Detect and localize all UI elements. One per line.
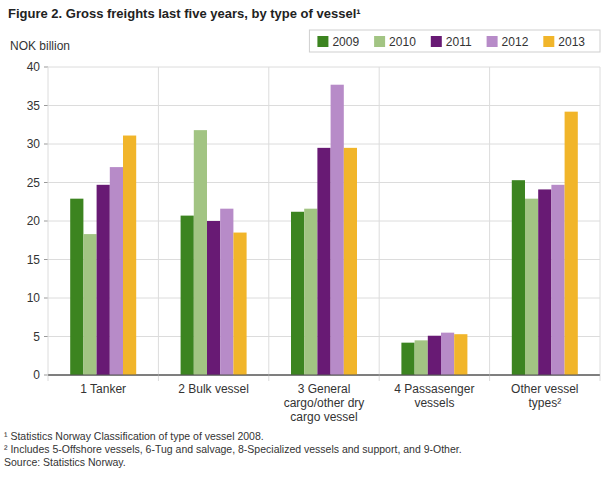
- bar: [428, 336, 441, 375]
- tick: [44, 336, 48, 337]
- bar: [123, 136, 136, 375]
- tick: [44, 144, 48, 145]
- category-label: 4 Passasengervessels: [394, 382, 474, 410]
- legend-swatch: [317, 36, 328, 47]
- tick: [44, 298, 48, 299]
- tick: [44, 375, 48, 376]
- grid-line: [48, 67, 600, 68]
- bar: [551, 185, 564, 375]
- bar: [415, 340, 428, 375]
- grid-line: [48, 105, 600, 106]
- separator: [600, 67, 601, 381]
- legend-label: 2009: [332, 35, 359, 49]
- tick-label: 30: [27, 137, 41, 151]
- bar: [538, 189, 551, 375]
- bar: [194, 130, 207, 375]
- legend-swatch: [431, 36, 442, 47]
- category-label: 2 Bulk vessel: [178, 382, 249, 396]
- bars: [70, 85, 578, 375]
- bar: [525, 199, 538, 375]
- tick-label: 20: [27, 214, 41, 228]
- legend-label: 2010: [389, 35, 416, 49]
- category-label: Other vesseltypes²: [511, 382, 578, 410]
- x-axis: [48, 375, 600, 376]
- separator: [489, 67, 490, 381]
- chart: Figure 2. Gross freights last five years…: [0, 0, 609, 488]
- bar: [291, 212, 304, 375]
- separator: [158, 67, 159, 381]
- tick: [44, 182, 48, 183]
- bar: [220, 209, 233, 375]
- legend-label: 2013: [558, 35, 585, 49]
- y-label: NOK billion: [10, 39, 70, 53]
- bar: [454, 334, 467, 375]
- tick: [44, 259, 48, 260]
- tick-label: 35: [27, 99, 41, 113]
- legend-swatch: [487, 36, 498, 47]
- category-label: 1 Tanker: [80, 382, 126, 396]
- tick-label: 0: [33, 368, 40, 382]
- bar: [565, 112, 578, 375]
- tick-label: 40: [27, 60, 41, 74]
- tick: [44, 105, 48, 106]
- bar: [512, 180, 525, 375]
- bar: [401, 343, 414, 375]
- tick-label: 5: [33, 330, 40, 344]
- bar: [83, 234, 96, 375]
- bar: [304, 209, 317, 375]
- tick-label: 10: [27, 291, 41, 305]
- bar: [233, 233, 246, 375]
- bar: [317, 148, 330, 375]
- separator: [48, 67, 49, 381]
- category-label: 3 Generalcargo/other drycargo vessel: [284, 382, 365, 424]
- legend-swatch: [374, 36, 385, 47]
- bar: [344, 148, 357, 375]
- legend-label: 2011: [446, 35, 472, 49]
- separator: [268, 67, 269, 381]
- grid-line: [48, 375, 600, 376]
- title: Figure 2. Gross freights last five years…: [8, 6, 361, 21]
- tick: [44, 221, 48, 222]
- bar: [331, 85, 344, 375]
- source: Source: Statistics Norway.: [4, 456, 126, 468]
- separator: [379, 67, 380, 381]
- legend-swatch: [543, 36, 554, 47]
- bar: [110, 167, 123, 375]
- bar: [97, 185, 110, 375]
- tick-label: 25: [27, 176, 41, 190]
- tick: [44, 67, 48, 68]
- tick-label: 15: [27, 253, 41, 267]
- legend-label: 2012: [502, 35, 529, 49]
- footnote: ¹ Statistics Norway Classification of ty…: [4, 430, 264, 442]
- bar: [441, 333, 454, 375]
- legend-box: [309, 30, 600, 52]
- footnote: ² Includes 5-Offshore vessels, 6-Tug and…: [4, 443, 462, 455]
- bar: [70, 199, 83, 375]
- bar: [181, 216, 194, 375]
- bar: [207, 221, 220, 375]
